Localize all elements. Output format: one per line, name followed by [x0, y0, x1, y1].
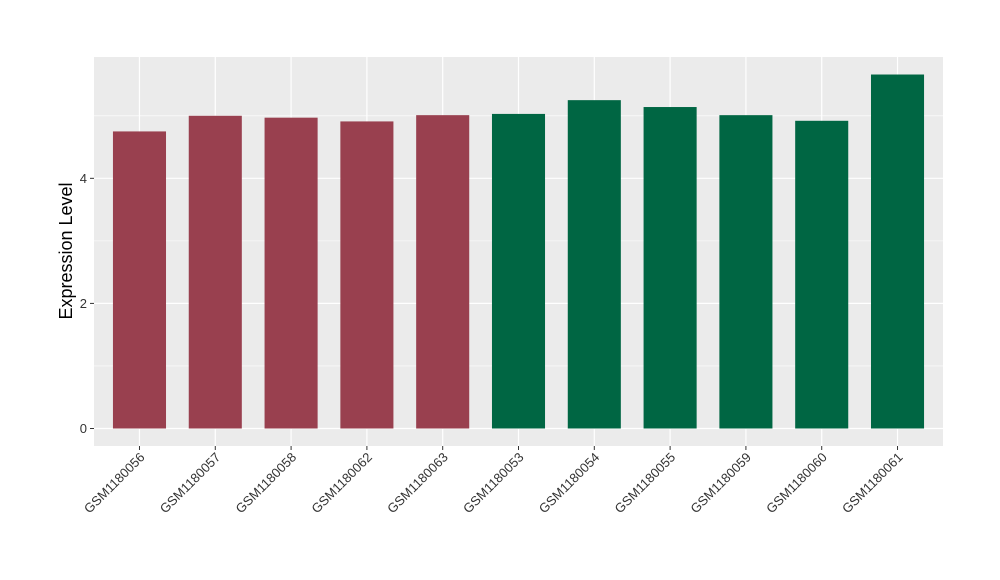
bars — [112, 74, 925, 429]
bar-GSM1180061 — [870, 74, 925, 429]
y-tick-label: 4 — [80, 171, 87, 186]
bar-GSM1180057 — [188, 115, 242, 429]
bar-GSM1180059 — [719, 115, 773, 429]
x-tick-label: GSM1180063 — [384, 450, 451, 517]
x-tick-label: GSM1180053 — [460, 450, 527, 517]
x-tick-label: GSM1180057 — [157, 450, 224, 517]
x-tick-label: GSM1180054 — [536, 450, 603, 517]
x-tick-label: GSM1180062 — [308, 450, 375, 517]
bar-GSM1180060 — [795, 120, 849, 429]
y-axis: 0 2 4 — [80, 171, 94, 436]
x-tick-label: GSM1180056 — [81, 450, 148, 517]
bar-GSM1180054 — [567, 100, 621, 429]
bar-GSM1180055 — [643, 107, 697, 429]
x-tick-label: GSM1180058 — [233, 450, 300, 517]
x-tick-label: GSM1180061 — [839, 450, 906, 517]
x-tick-label: GSM1180055 — [612, 450, 679, 517]
y-tick-label: 0 — [80, 421, 87, 436]
y-tick-label: 2 — [80, 296, 87, 311]
bar-GSM1180056 — [112, 131, 167, 429]
x-tick-label: GSM1180059 — [687, 450, 754, 517]
x-tick-label: GSM1180060 — [763, 450, 830, 517]
x-axis: GSM1180056 GSM1180057 GSM1180058 GSM1180062… — [81, 446, 906, 516]
bar-GSM1180063 — [416, 115, 470, 429]
y-axis-title: Expression Level — [56, 182, 76, 319]
bar-GSM1180062 — [340, 121, 394, 429]
bar-GSM1180053 — [491, 113, 546, 429]
bar-GSM1180058 — [264, 117, 318, 429]
